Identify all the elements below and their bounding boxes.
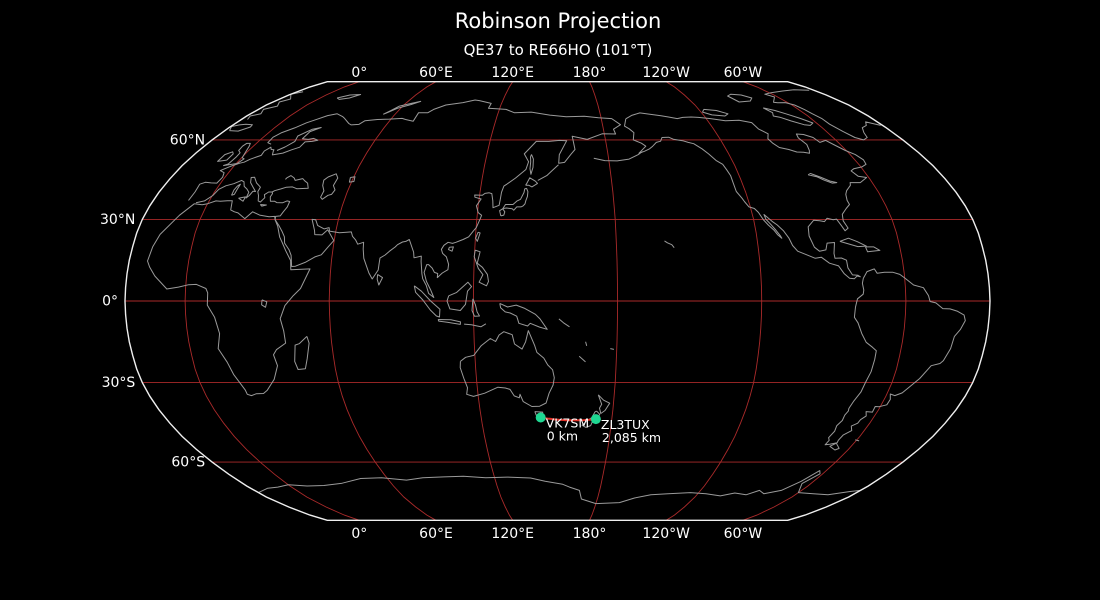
coastline	[537, 164, 559, 181]
coastline	[437, 319, 461, 325]
top-longitude-tick-label: 120°W	[642, 65, 690, 81]
meridian-line	[328, 81, 437, 521]
coastline	[382, 100, 422, 115]
coastline	[448, 246, 454, 252]
coastline	[807, 173, 838, 184]
bottom-longitude-tick-label: 0°	[351, 526, 367, 542]
left-latitude-tick-label: 30°S	[102, 375, 136, 391]
meridian-line	[184, 81, 360, 521]
coastline	[267, 99, 621, 298]
coastline	[585, 341, 588, 347]
coastline	[258, 470, 861, 505]
coastline	[525, 177, 538, 188]
coastline	[231, 183, 241, 196]
great-circle-path	[540, 416, 597, 422]
coastline	[259, 204, 267, 207]
coastline	[348, 176, 356, 183]
coastline	[475, 231, 481, 242]
coastline	[558, 318, 570, 328]
top-longitude-tick-label: 60°W	[724, 65, 763, 81]
top-longitude-tick-label: 180°	[573, 65, 607, 81]
bottom-longitude-tick-label: 120°W	[642, 526, 690, 542]
bottom-longitude-tick-label: 180°	[573, 526, 607, 542]
top-longitude-tick-label: 0°	[351, 65, 367, 81]
coastline	[217, 151, 234, 162]
coastline	[762, 107, 814, 126]
coastline	[376, 273, 383, 286]
coastline	[238, 196, 246, 202]
coastlines	[147, 89, 966, 505]
left-latitude-tick-label: 60°N	[170, 132, 205, 148]
coastline	[294, 336, 310, 370]
coastline	[664, 240, 675, 249]
bottom-longitude-tick-label: 60°W	[724, 526, 763, 542]
top-longitude-tick-label: 120°E	[491, 65, 534, 81]
station-distance-label: 2,085 km	[602, 430, 661, 445]
coastline	[855, 439, 860, 442]
coastline	[499, 208, 506, 217]
coastline	[610, 348, 615, 350]
coastline	[824, 268, 966, 446]
bottom-longitude-tick-label: 120°E	[491, 526, 534, 542]
coastline	[195, 176, 273, 204]
coastline	[471, 298, 480, 317]
station-distance-label: 0 km	[547, 429, 578, 444]
coastline	[865, 246, 881, 253]
meridian-line	[589, 81, 619, 521]
station-callsign-label: VK7SM	[546, 416, 589, 431]
station-marker	[590, 414, 601, 425]
coastline	[624, 112, 868, 280]
coastline	[473, 249, 489, 287]
meridian-line	[742, 81, 907, 521]
coastline	[529, 154, 534, 175]
coastline	[502, 187, 529, 211]
graticule	[125, 81, 990, 521]
figure-title: Robinson Projection	[454, 9, 662, 33]
coastline	[247, 89, 881, 141]
coastline	[829, 442, 840, 451]
coastline	[597, 394, 611, 414]
coastline	[320, 173, 339, 200]
coastline	[336, 94, 362, 100]
figure-subtitle: QE37 to RE66HO (101°T)	[463, 41, 653, 59]
coastline	[413, 285, 441, 318]
coastline	[459, 330, 555, 407]
map-boundary	[124, 81, 991, 521]
coastline	[593, 151, 643, 162]
coastline	[446, 281, 473, 311]
coastline	[464, 323, 487, 328]
left-latitude-tick-label: 60°S	[171, 455, 205, 471]
station-callsign-label: ZL3TUX	[601, 417, 650, 432]
coastline	[229, 123, 253, 132]
coastline	[499, 302, 548, 330]
coastline	[839, 237, 867, 248]
coastline	[147, 200, 311, 397]
coastline	[727, 93, 753, 103]
coastline	[261, 299, 268, 308]
bottom-longitude-tick-label: 60°E	[419, 526, 453, 542]
left-latitude-tick-label: 30°N	[100, 212, 135, 228]
top-longitude-tick-label: 60°E	[419, 65, 453, 81]
coastline	[188, 127, 322, 201]
coastline	[578, 355, 586, 363]
coastline	[702, 108, 729, 117]
coastline	[223, 142, 251, 167]
meridian-line	[665, 81, 763, 521]
left-latitude-tick-label: 0°	[102, 294, 118, 310]
station-marker	[535, 412, 546, 423]
